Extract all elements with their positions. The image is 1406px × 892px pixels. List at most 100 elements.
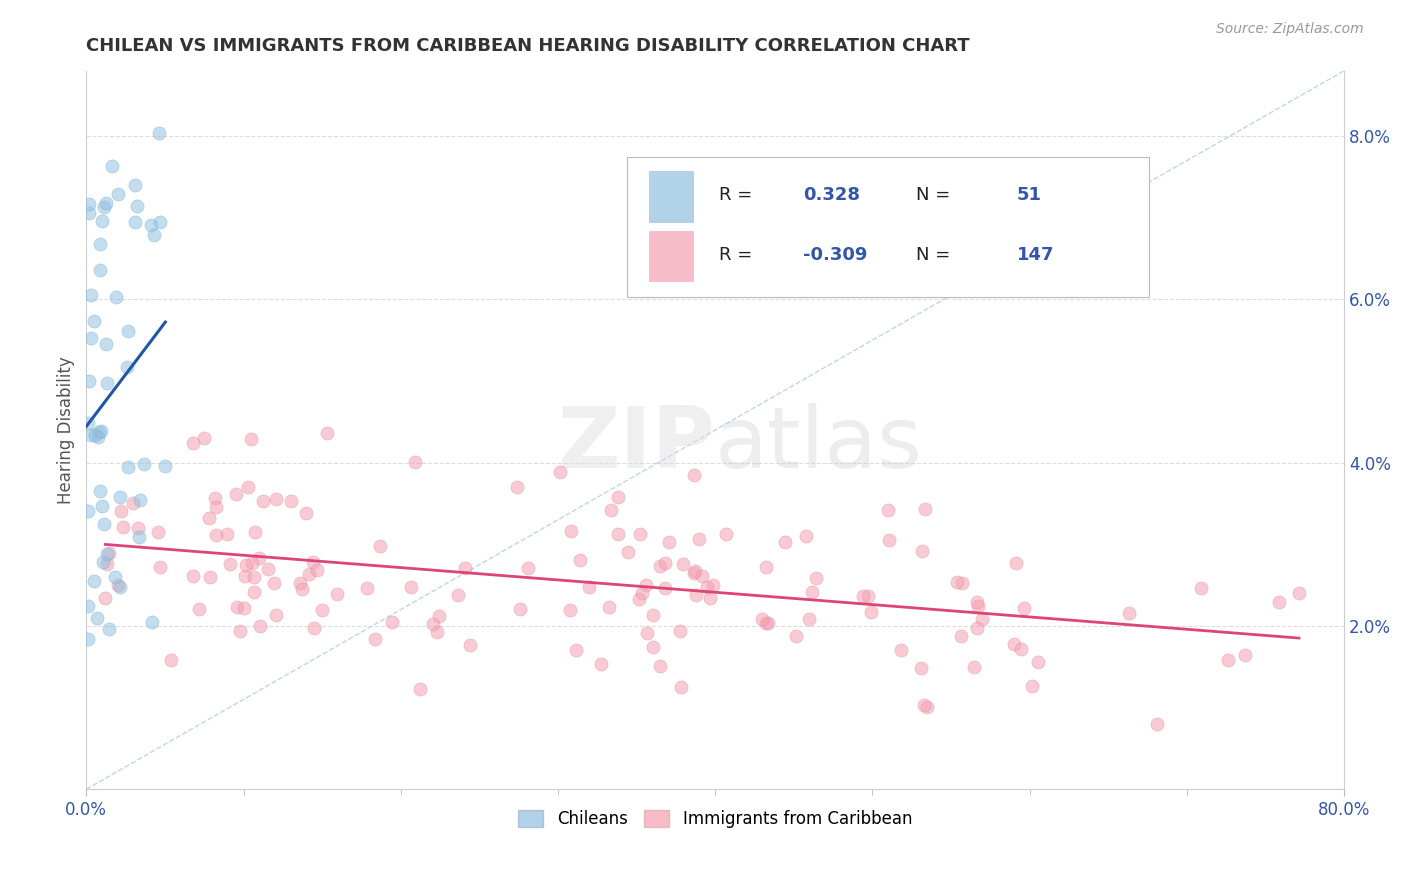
Point <box>247 551 270 566</box>
Point <box>1234 648 1257 662</box>
Point <box>636 625 658 640</box>
Text: -0.309: -0.309 <box>803 246 868 264</box>
Point <box>755 559 778 574</box>
Point <box>630 586 652 600</box>
Point <box>80 428 103 442</box>
Point <box>146 525 169 540</box>
Bar <box>648 231 693 281</box>
Point <box>263 575 285 590</box>
Point <box>96 557 118 571</box>
Bar <box>648 171 693 221</box>
Point <box>142 228 165 243</box>
Point <box>1146 717 1168 731</box>
Point <box>669 624 692 638</box>
Point <box>509 602 531 616</box>
Point <box>458 638 481 652</box>
Point <box>560 524 582 538</box>
Point <box>785 629 807 643</box>
Point <box>80 331 103 345</box>
Point <box>966 621 988 635</box>
Point <box>122 496 145 510</box>
Point <box>600 503 623 517</box>
Point <box>94 336 117 351</box>
Point <box>654 581 676 595</box>
Text: 51: 51 <box>1017 186 1042 204</box>
Point <box>91 499 114 513</box>
Point <box>801 585 824 599</box>
Point <box>658 535 681 549</box>
Point <box>669 681 692 695</box>
Point <box>683 564 706 578</box>
Point <box>699 591 721 605</box>
Point <box>94 196 117 211</box>
Point <box>93 201 115 215</box>
Point <box>422 616 444 631</box>
Point <box>806 571 828 585</box>
Point <box>1189 582 1212 596</box>
Point <box>266 608 288 623</box>
Point <box>685 588 707 602</box>
Point <box>181 435 204 450</box>
Point <box>447 588 470 602</box>
Point <box>149 559 172 574</box>
Point <box>607 527 630 541</box>
Point <box>910 661 932 675</box>
Point <box>219 558 242 572</box>
Point <box>86 430 108 444</box>
Point <box>316 425 339 440</box>
Point <box>243 525 266 540</box>
Point <box>1288 586 1310 600</box>
Point <box>89 237 111 252</box>
Point <box>370 539 392 553</box>
Point <box>91 555 114 569</box>
Point <box>134 458 156 472</box>
Point <box>76 416 98 430</box>
Point <box>859 605 882 619</box>
Point <box>650 659 672 673</box>
Point <box>104 569 127 583</box>
Point <box>654 556 676 570</box>
Point <box>280 494 302 508</box>
Point <box>198 510 221 524</box>
Text: R =: R = <box>718 246 752 264</box>
Text: CHILEAN VS IMMIGRANTS FROM CARIBBEAN HEARING DISABILITY CORRELATION CHART: CHILEAN VS IMMIGRANTS FROM CARIBBEAN HEA… <box>86 37 970 55</box>
Point <box>139 218 162 232</box>
Point <box>1002 637 1025 651</box>
Point <box>117 324 139 338</box>
Point <box>128 493 150 508</box>
Point <box>617 545 640 559</box>
Point <box>565 642 588 657</box>
Point <box>598 600 620 615</box>
Point <box>83 314 105 328</box>
Point <box>560 603 582 617</box>
Point <box>141 615 163 629</box>
Point <box>756 615 779 630</box>
Point <box>89 263 111 277</box>
Text: 147: 147 <box>1017 246 1054 264</box>
Point <box>204 491 226 505</box>
Point <box>672 557 695 571</box>
Point <box>1118 607 1140 621</box>
Point <box>307 563 329 577</box>
Point <box>356 581 378 595</box>
Point <box>104 290 127 304</box>
Point <box>856 589 879 603</box>
Point <box>264 492 287 507</box>
Point <box>204 500 226 514</box>
Point <box>110 504 132 518</box>
Point <box>688 533 710 547</box>
Point <box>97 546 120 560</box>
Point <box>1012 600 1035 615</box>
Point <box>950 629 973 643</box>
Point <box>1268 595 1291 609</box>
Point <box>148 127 170 141</box>
Point <box>591 657 613 671</box>
Point <box>112 520 135 534</box>
Point <box>399 580 422 594</box>
Point <box>89 424 111 438</box>
Text: N =: N = <box>917 186 950 204</box>
Point <box>683 566 706 581</box>
Point <box>242 570 264 584</box>
Point <box>799 612 821 626</box>
Point <box>291 582 314 596</box>
